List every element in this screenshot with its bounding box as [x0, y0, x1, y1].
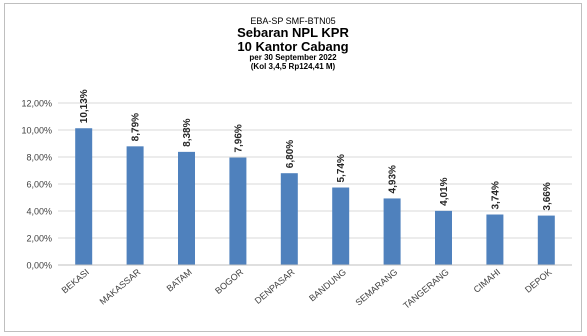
x-tick-label: BEKASI — [60, 267, 91, 296]
y-tick-label: 10,00% — [21, 126, 52, 136]
data-label: 6,80% — [285, 140, 296, 168]
y-tick-label: 6,00% — [26, 180, 52, 190]
bar — [332, 188, 349, 265]
x-tick-label: DEPOK — [523, 267, 554, 295]
x-tick-label: SEMARANG — [353, 267, 399, 308]
bar — [435, 211, 452, 265]
data-label: 3,66% — [542, 182, 553, 210]
data-label: 4,01% — [439, 177, 450, 205]
data-label: 8,38% — [182, 118, 193, 146]
y-tick-label: 8,00% — [26, 153, 52, 163]
data-label: 4,93% — [388, 165, 399, 193]
bar — [75, 128, 92, 265]
x-tick-label: MAKASSAR — [98, 267, 143, 307]
y-tick-label: 12,00% — [21, 99, 52, 109]
data-label: 3,74% — [490, 181, 501, 209]
bar — [229, 158, 246, 265]
data-label: 10,13% — [79, 89, 90, 123]
bar — [281, 173, 298, 265]
x-tick-label: DENPASAR — [253, 267, 297, 306]
data-label: 7,96% — [233, 124, 244, 152]
bar — [486, 215, 503, 265]
data-label: 8,79% — [131, 113, 142, 141]
x-tick-label: BATAM — [165, 267, 194, 294]
bar — [538, 216, 555, 265]
y-tick-label: 0,00% — [26, 261, 52, 271]
x-tick-label: BOGOR — [213, 267, 245, 297]
data-label: 5,74% — [336, 154, 347, 182]
y-tick-label: 2,00% — [26, 234, 52, 244]
x-tick-label: CIMAHI — [472, 267, 503, 295]
bar — [384, 198, 401, 265]
x-tick-label: TANGERANG — [401, 267, 451, 311]
y-tick-label: 4,00% — [26, 207, 52, 217]
bar — [178, 152, 195, 265]
x-tick-label: BANDUNG — [307, 267, 348, 304]
bar — [127, 146, 144, 265]
